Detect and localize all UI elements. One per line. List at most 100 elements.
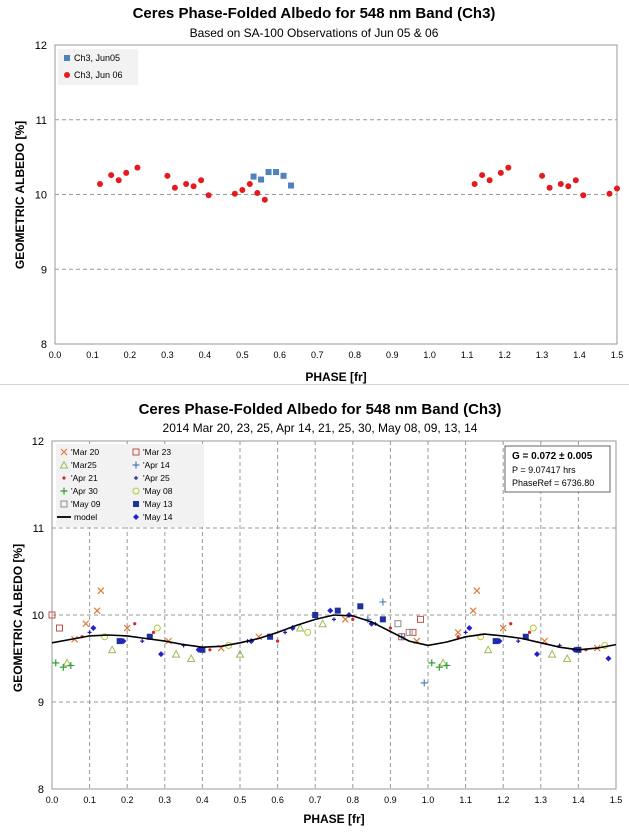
data-point-may-14 [466,625,473,632]
data-point-mar25 [438,658,448,667]
x-tick-label: 0.7 [309,795,322,805]
chart-1-gridlines [55,119,617,270]
x-tick-label: 0.3 [161,350,174,360]
data-point-mar-23 [416,615,424,623]
legend-marker-apr-21 [62,476,66,480]
data-point-may-13 [146,633,153,640]
data-point-mar-20 [473,587,481,595]
x-tick-label: 0.4 [199,350,212,360]
y-tick-label: 10 [32,610,44,622]
chart-2-y-ticks: 8 9 10 11 12 [32,436,44,796]
fit-box-g-value: G = 0.072 ± 0.005 [512,451,593,462]
chart-1-subtitle: Based on SA-100 Observations of Jun 05 &… [190,26,439,40]
data-point-ch3-jun-06 [164,172,171,179]
data-point-mar25 [483,645,493,654]
data-point-ch3-jun-06 [108,172,115,179]
chart-1-x-axis-label: PHASE [fr] [305,370,366,384]
data-point-apr-21 [133,622,137,626]
data-point-mar-20 [82,620,90,628]
chart-2-legend: 'Mar 20 'Mar 23 'Mar25 'Apr 14 'Apr 21 'Apr 2… [56,444,204,527]
data-point-mar25 [295,623,305,632]
data-point-apr-21 [151,630,156,635]
fit-box-period: P = 9.07417 hrs [512,465,576,475]
x-tick-label: 0.6 [274,350,287,360]
data-point-apr-25 [332,617,336,622]
legend-marker-may-14 [133,514,139,520]
data-point-ch3-jun-06 [557,181,564,188]
data-point-mar-20 [454,628,462,636]
legend-marker-may-08 [132,487,140,495]
data-point-may-13 [379,616,386,623]
data-point-ch3-jun-06 [497,169,504,176]
y-tick-label: 12 [35,40,47,52]
chart-1: Ceres Phase-Folded Albedo for 548 nm Ban… [13,5,623,384]
chart-2-y-axis-label: GEOMETRIC ALBEDO [%] [11,544,25,692]
data-point-mar25 [235,649,245,658]
data-point-ch3-jun-06 [606,190,613,197]
data-point-may-13 [267,633,274,640]
legend-label-mar-23: 'Mar 23 [143,447,171,457]
data-point-ch3-jun05 [273,169,280,176]
data-point-may-08 [529,624,537,632]
data-point-ch3-jun-06 [246,181,253,188]
legend-marker-apr-14 [132,461,140,469]
data-point-may-14 [158,651,165,658]
data-point-ch3-jun-06 [479,172,486,179]
data-point-apr-21 [509,622,513,626]
data-point-mar25 [171,649,181,658]
data-point-mar-20 [499,624,507,632]
x-tick-label: 0.9 [386,350,399,360]
x-tick-label: 0.0 [46,795,59,805]
data-point-ch3-jun05 [258,176,265,183]
data-point-mar25 [186,653,196,662]
legend-label-model: model [74,512,97,522]
data-point-may-08 [304,628,312,636]
legend-label-mar25: 'Mar25 [71,460,97,470]
data-point-apr-30 [428,659,436,667]
x-tick-label: 0.9 [384,795,397,805]
chart-1-legend-box [58,49,138,85]
chart-2-fit-box: G = 0.072 ± 0.005 P = 9.07417 hrs PhaseR… [504,445,611,493]
data-point-ch3-jun-06 [123,169,130,176]
x-tick-label: 1.3 [536,350,549,360]
data-point-ch3-jun-06 [486,177,493,184]
chart-2-title: Ceres Phase-Folded Albedo for 548 nm Ban… [139,401,502,418]
data-point-ch3-jun-06 [261,196,268,203]
data-point-apr-30 [67,661,75,669]
legend-marker-mar25 [59,460,69,469]
chart-2-x-ticks: 0.0 0.1 0.2 0.3 0.4 0.5 0.6 0.7 0.8 0.9 1.0 1.1 1.2 1… [46,795,623,805]
data-point-ch3-jun-06 [614,185,620,192]
data-point-ch3-jun-06 [134,164,141,171]
legend-label-apr-25: 'Apr 25 [143,473,170,483]
data-point-mar-23 [56,624,64,632]
y-tick-label: 9 [38,697,44,709]
data-point-may-14 [327,607,334,614]
data-point-ch3-jun-06 [171,184,178,191]
data-point-ch3-jun-06 [198,177,205,184]
data-point-may-13 [116,638,123,645]
data-point-may-14 [90,625,97,632]
legend-label-may-14: 'May 14 [143,512,173,522]
x-tick-label: 1.4 [573,350,586,360]
x-tick-label: 0.3 [159,795,172,805]
x-tick-label: 1.5 [610,795,623,805]
data-point-may-13 [522,633,529,640]
data-point-apr-21 [388,626,392,630]
data-point-ch3-jun05 [280,172,287,179]
data-point-apr-30 [52,659,60,667]
data-point-ch3-jun-06 [183,181,190,188]
x-tick-label: 1.1 [459,795,472,805]
x-tick-label: 1.4 [572,795,585,805]
data-point-may-13 [199,646,206,653]
legend-marker-mar-23 [132,448,140,456]
x-tick-label: 0.5 [234,795,247,805]
data-point-ch3-jun-06 [580,192,587,199]
data-point-ch3-jun05 [288,182,295,189]
legend-label-jun05: Ch3, Jun05 [74,53,120,63]
x-tick-label: 0.2 [124,350,137,360]
data-point-may-08 [101,633,109,641]
data-point-may-09 [405,628,413,636]
data-point-may-14 [534,651,541,658]
y-tick-label: 8 [41,339,47,351]
y-tick-label: 11 [36,115,47,127]
